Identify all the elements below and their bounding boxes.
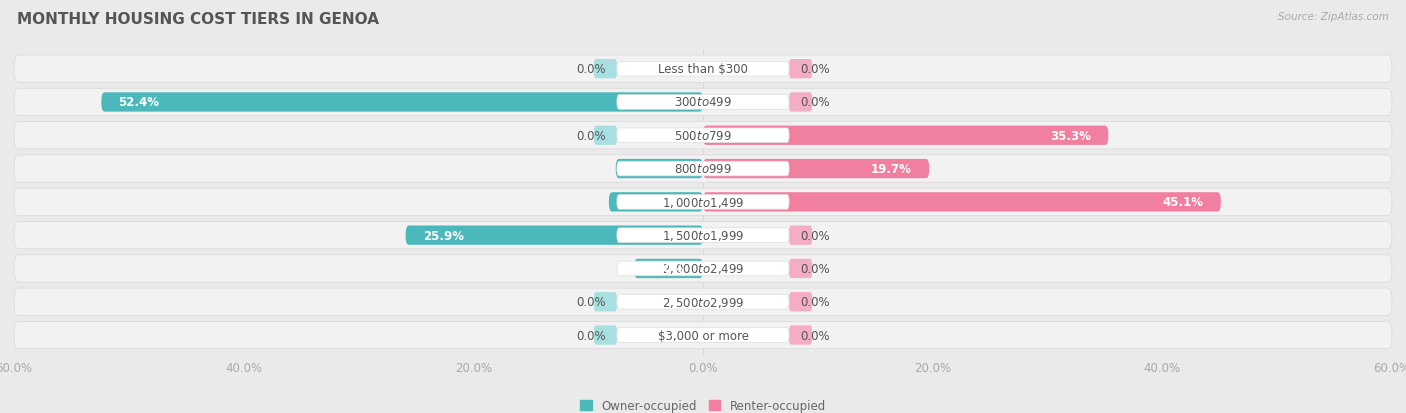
Text: $2,500 to $2,999: $2,500 to $2,999 — [662, 295, 744, 309]
Text: 0.0%: 0.0% — [800, 96, 830, 109]
FancyBboxPatch shape — [617, 128, 789, 143]
Text: 0.0%: 0.0% — [576, 296, 606, 309]
Text: Less than $300: Less than $300 — [658, 63, 748, 76]
Text: $3,000 or more: $3,000 or more — [658, 329, 748, 342]
FancyBboxPatch shape — [14, 222, 1392, 249]
Text: 45.1%: 45.1% — [1163, 196, 1204, 209]
FancyBboxPatch shape — [14, 56, 1392, 83]
FancyBboxPatch shape — [789, 60, 813, 79]
FancyBboxPatch shape — [609, 193, 703, 212]
FancyBboxPatch shape — [14, 288, 1392, 316]
Text: 25.9%: 25.9% — [423, 229, 464, 242]
FancyBboxPatch shape — [101, 93, 703, 112]
FancyBboxPatch shape — [617, 162, 789, 176]
FancyBboxPatch shape — [405, 226, 703, 245]
Text: $300 to $499: $300 to $499 — [673, 96, 733, 109]
Legend: Owner-occupied, Renter-occupied: Owner-occupied, Renter-occupied — [575, 394, 831, 413]
Text: 7.6%: 7.6% — [633, 163, 665, 176]
Text: $500 to $799: $500 to $799 — [673, 129, 733, 142]
Text: MONTHLY HOUSING COST TIERS IN GENOA: MONTHLY HOUSING COST TIERS IN GENOA — [17, 12, 378, 27]
Text: 0.0%: 0.0% — [800, 262, 830, 275]
Text: $2,000 to $2,499: $2,000 to $2,499 — [662, 262, 744, 276]
FancyBboxPatch shape — [593, 292, 617, 312]
FancyBboxPatch shape — [617, 228, 789, 243]
Text: 0.0%: 0.0% — [576, 329, 606, 342]
Text: 19.7%: 19.7% — [872, 163, 912, 176]
Text: 0.0%: 0.0% — [576, 63, 606, 76]
FancyBboxPatch shape — [617, 261, 789, 276]
Text: Source: ZipAtlas.com: Source: ZipAtlas.com — [1278, 12, 1389, 22]
FancyBboxPatch shape — [593, 126, 617, 145]
FancyBboxPatch shape — [703, 159, 929, 179]
Text: 0.0%: 0.0% — [800, 63, 830, 76]
FancyBboxPatch shape — [14, 322, 1392, 349]
FancyBboxPatch shape — [616, 159, 703, 179]
FancyBboxPatch shape — [789, 325, 813, 345]
FancyBboxPatch shape — [789, 226, 813, 245]
Text: 0.0%: 0.0% — [576, 129, 606, 142]
Text: $1,500 to $1,999: $1,500 to $1,999 — [662, 229, 744, 242]
Text: 0.0%: 0.0% — [800, 329, 830, 342]
Text: 52.4%: 52.4% — [118, 96, 159, 109]
FancyBboxPatch shape — [14, 122, 1392, 150]
FancyBboxPatch shape — [617, 62, 789, 77]
Text: 0.0%: 0.0% — [800, 229, 830, 242]
FancyBboxPatch shape — [703, 126, 1108, 145]
FancyBboxPatch shape — [617, 95, 789, 110]
Text: 0.0%: 0.0% — [800, 296, 830, 309]
FancyBboxPatch shape — [617, 328, 789, 342]
FancyBboxPatch shape — [789, 292, 813, 312]
FancyBboxPatch shape — [703, 193, 1220, 212]
FancyBboxPatch shape — [617, 295, 789, 309]
Text: 6.0%: 6.0% — [651, 262, 685, 275]
Text: 8.2%: 8.2% — [626, 196, 659, 209]
FancyBboxPatch shape — [593, 325, 617, 345]
FancyBboxPatch shape — [617, 195, 789, 210]
FancyBboxPatch shape — [789, 259, 813, 278]
FancyBboxPatch shape — [14, 89, 1392, 116]
Text: $800 to $999: $800 to $999 — [673, 163, 733, 176]
FancyBboxPatch shape — [593, 60, 617, 79]
FancyBboxPatch shape — [14, 189, 1392, 216]
Text: $1,000 to $1,499: $1,000 to $1,499 — [662, 195, 744, 209]
FancyBboxPatch shape — [14, 255, 1392, 282]
Text: 35.3%: 35.3% — [1050, 129, 1091, 142]
FancyBboxPatch shape — [634, 259, 703, 278]
FancyBboxPatch shape — [789, 93, 813, 112]
FancyBboxPatch shape — [14, 156, 1392, 183]
